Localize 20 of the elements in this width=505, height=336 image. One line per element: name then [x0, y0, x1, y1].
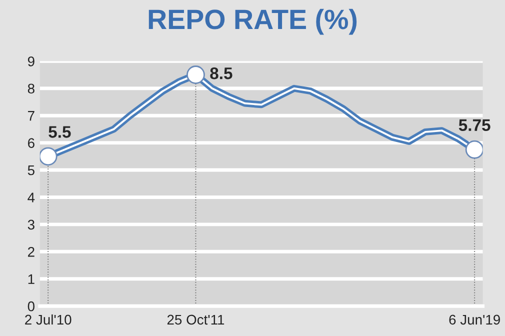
y-tick-label: 5	[28, 165, 34, 176]
y-tick-label: 6	[28, 138, 34, 148]
x-tick-label: 6 Jun'19	[449, 314, 500, 325]
point	[40, 147, 58, 166]
data-label: 5.75	[458, 119, 490, 132]
y-tick-label: 3	[28, 220, 34, 230]
y-tick-label: 9	[28, 56, 34, 66]
x-tick-label: 25 Oct'11	[167, 314, 224, 325]
point	[186, 66, 205, 84]
x-tick-label: 2 Jul'10	[25, 314, 72, 325]
y-tick-label: 1	[28, 274, 34, 284]
point	[465, 140, 483, 159]
y-tick-label: 2	[28, 247, 34, 257]
y-tick-label: 0	[28, 301, 34, 312]
data-label: 8.5	[210, 67, 232, 80]
chart-title: REPO RATE (%)	[148, 8, 357, 35]
y-tick-label: 7	[28, 111, 34, 121]
y-tick-label: 8	[28, 84, 34, 94]
data-label: 5.5	[48, 126, 71, 138]
y-tick-label: 4	[28, 192, 35, 202]
